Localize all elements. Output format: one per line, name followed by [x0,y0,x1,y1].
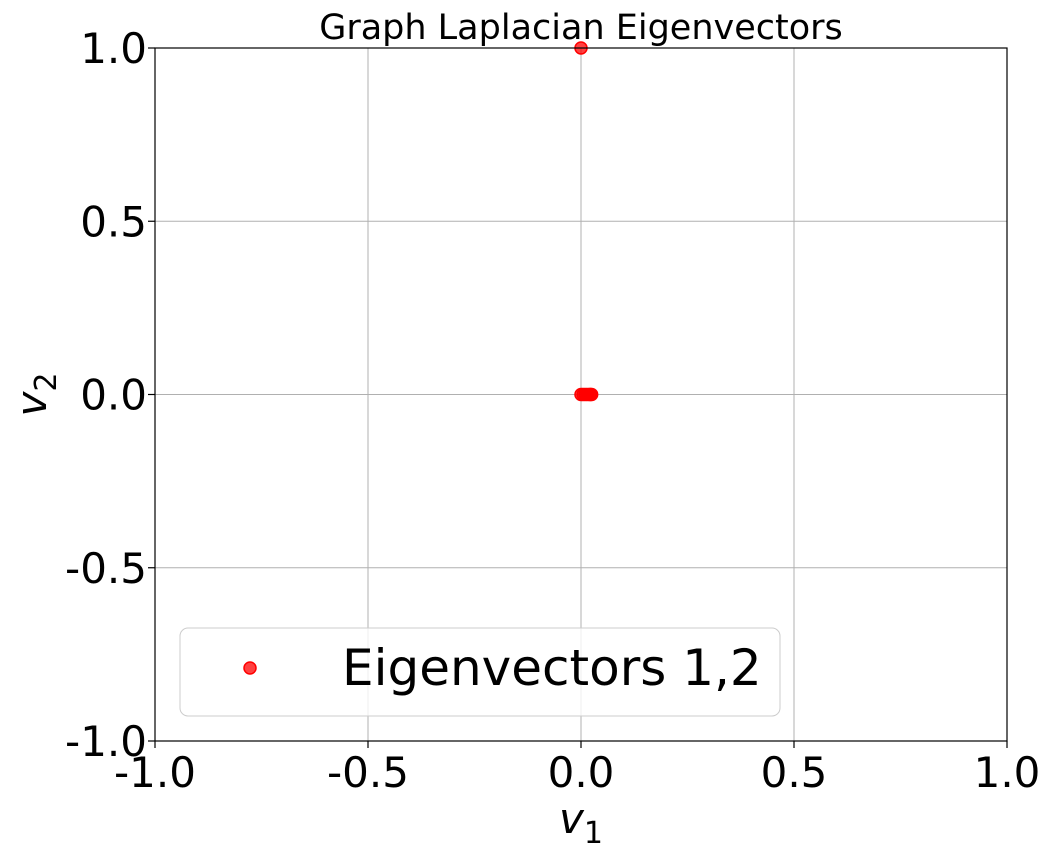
x-tick-label: -0.5 [327,748,409,797]
y-tick-label: 1.0 [80,24,147,73]
y-axis-label-subscript: 2 [29,373,64,392]
y-tick-label: 0.0 [80,371,147,420]
legend-box [179,627,781,717]
x-axis-label-base: v [559,794,585,843]
legend-marker [243,661,257,675]
chart-title: Graph Laplacian Eigenvectors [319,8,843,48]
x-axis-label: v1 [559,794,603,851]
data-point [584,387,599,402]
y-axis-label: v2 [7,373,64,417]
ticks-layer: -1.0 -0.5 0.0 0.5 1.0 -1.0 -0.5 0.0 0.5 1.0 [65,24,1040,797]
x-tick-label: 1.0 [974,748,1041,797]
y-tick-label: -1.0 [65,717,147,766]
x-tick-label: 0.5 [761,748,828,797]
x-axis-label-subscript: 1 [584,816,603,851]
legend: Eigenvectors 1,2 [179,627,781,717]
legend-label: Eigenvectors 1,2 [342,639,762,697]
y-axis-label-base: v [7,390,56,416]
y-tick-label: -0.5 [65,544,147,593]
x-tick-label: 0.0 [548,748,615,797]
x-tick-label: -1.0 [114,748,196,797]
y-tick-label: 0.5 [80,197,147,246]
